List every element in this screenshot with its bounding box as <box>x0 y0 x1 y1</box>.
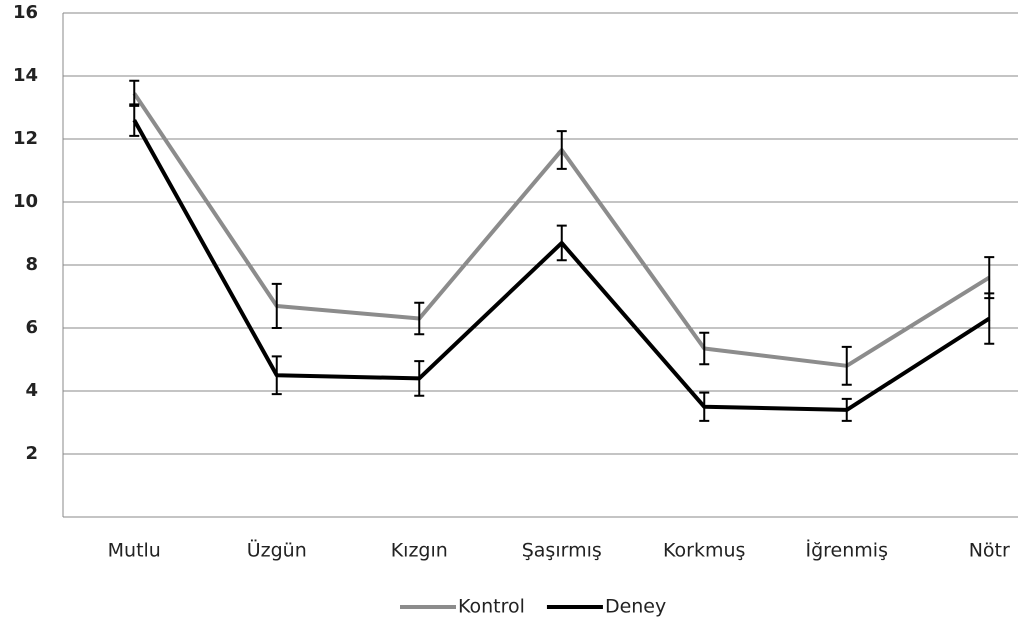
error-bar <box>699 391 710 422</box>
error-bar <box>556 224 567 262</box>
x-tick-label: Üzgün <box>247 539 307 562</box>
x-tick-label: Nötr <box>969 540 1010 562</box>
y-tick-label: 2 <box>25 443 38 464</box>
y-tick-label: 8 <box>25 254 38 275</box>
y-tick-label: 6 <box>25 317 38 338</box>
error-bar <box>841 397 852 422</box>
x-tick-label: Korkmuş <box>663 540 745 562</box>
error-bar <box>271 355 282 396</box>
x-tick-label: İğrenmiş <box>806 539 888 562</box>
y-tick-label: 4 <box>25 380 38 401</box>
x-tick-label: Şaşırmış <box>522 540 602 562</box>
y-tick-label: 16 <box>13 2 38 23</box>
error-bar <box>414 360 425 397</box>
legend-label: Kontrol <box>458 596 525 618</box>
y-tick-label: 12 <box>13 128 38 149</box>
y-tick-label: 14 <box>13 65 38 86</box>
error-bar <box>271 282 282 329</box>
error-bar <box>556 130 567 170</box>
error-bar <box>129 79 140 107</box>
error-bar <box>414 301 425 336</box>
y-tick-label: 10 <box>13 191 38 212</box>
error-bar <box>841 345 852 386</box>
error-bar <box>129 103 140 137</box>
x-tick-label: Mutlu <box>108 540 161 562</box>
x-tick-label: Kızgın <box>391 540 448 562</box>
error-bar <box>984 292 995 345</box>
legend-label: Deney <box>605 596 666 618</box>
error-bar <box>699 331 710 366</box>
